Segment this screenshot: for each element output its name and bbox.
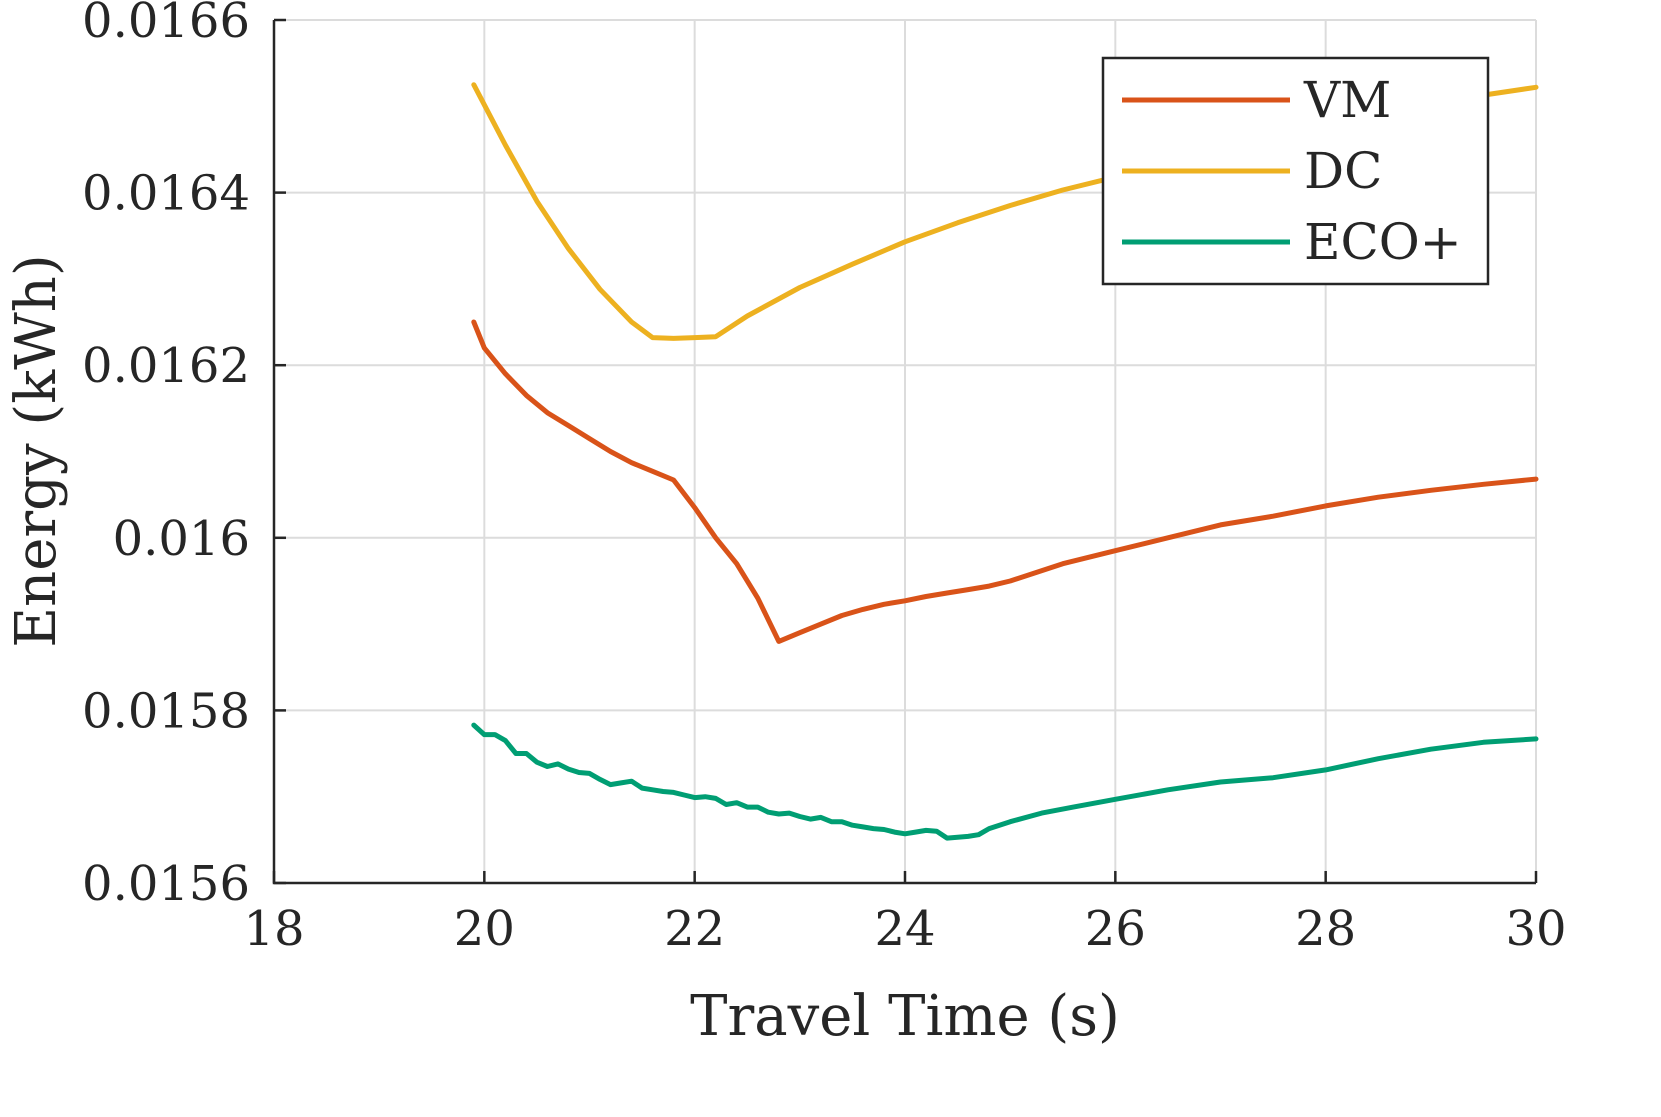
legend-label-vm: VM [1303,71,1391,129]
tick-labels: 18 20 22 24 26 28 30 0.0156 0.0158 0.016 0.0162 0.0… [82,0,1566,957]
x-axis-title: Travel Time (s) [690,984,1120,1049]
series-line-vm [471,319,1539,644]
y-tick-label: 0.0162 [82,338,250,394]
y-tick-label: 0.0158 [82,683,250,739]
y-tick-label: 0.0166 [82,0,250,49]
series-line-eco [471,722,1539,841]
legend-label-dc: DC [1304,142,1382,200]
x-tick-label: 22 [664,901,725,957]
legend-box [1101,56,1490,286]
y-tick-label: 0.0164 [82,166,250,222]
x-tick-label: 30 [1505,901,1566,957]
x-tick-label: 24 [874,901,935,957]
x-tick-label: 18 [243,901,304,957]
y-axis-title: Energy (kWh) [4,254,69,647]
x-tick-label: 20 [454,901,515,957]
y-tick-label: 0.0156 [82,856,250,912]
axes [272,18,1538,885]
legend: VM DC ECO+ [1101,56,1490,286]
x-tick-label: 26 [1085,901,1146,957]
y-tick-label: 0.016 [113,511,250,567]
x-tick-label: 28 [1295,901,1356,957]
legend-label-eco: ECO+ [1304,213,1462,271]
